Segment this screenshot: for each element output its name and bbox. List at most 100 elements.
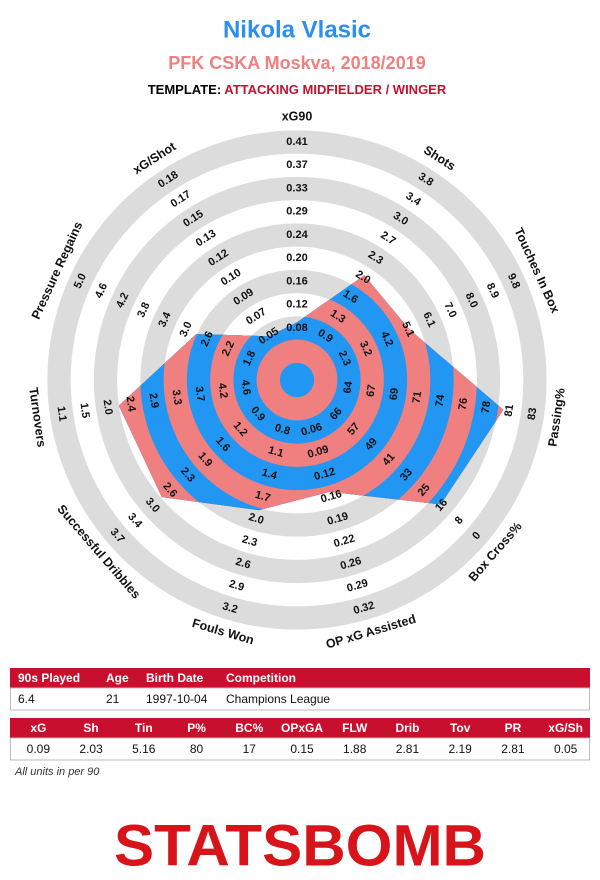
tick-label: 4.2 (216, 382, 230, 399)
tick-label: 0.37 (286, 159, 307, 171)
table-header: OPxGA (281, 721, 323, 735)
table-cell: 80 (190, 742, 204, 756)
tick-label: 0.20 (286, 252, 307, 264)
tick-label: 0.33 (286, 182, 307, 194)
tick-label: 1.1 (267, 444, 285, 460)
tick-label: 2.6 (199, 330, 216, 349)
table-header: PR (505, 721, 522, 735)
tick-label: 2.9 (227, 578, 245, 594)
table-cell: 6.4 (18, 692, 35, 706)
tick-label: 69 (388, 387, 402, 401)
tick-label: 3.0 (178, 320, 195, 339)
tick-label: 0.06 (300, 421, 324, 439)
table-cell: 2.19 (449, 742, 473, 756)
tick-label: 78 (480, 400, 494, 414)
table-row-bg (10, 687, 590, 711)
axis-label: Turnovers (26, 387, 48, 449)
tick-label: 0.29 (346, 577, 370, 595)
table-header: Sh (83, 721, 98, 735)
table-header: 90s Played (18, 671, 80, 685)
tick-label: 67 (365, 384, 379, 398)
tick-label: 1.1 (54, 405, 68, 422)
table-cell: 0.05 (554, 742, 578, 756)
table-header: Tov (450, 721, 471, 735)
tick-label: 0.24 (286, 229, 308, 241)
tick-label: 0.29 (286, 206, 307, 218)
table-header: xG/Sh (548, 721, 583, 735)
tick-label: 5.1 (399, 320, 416, 339)
tick-label: 74 (434, 393, 448, 408)
tick-label: 1.7 (254, 489, 272, 505)
table-header-bg (10, 668, 590, 688)
tick-label: 4.2 (114, 291, 131, 310)
tick-label: 2.6 (234, 556, 252, 572)
tick-label: 0.26 (339, 555, 363, 573)
table-header: P% (187, 721, 206, 735)
tick-label: 3.8 (135, 301, 152, 320)
table-cell: 0.15 (290, 742, 314, 756)
tick-label: 3.7 (193, 386, 207, 403)
tick-label: 0.41 (286, 136, 307, 148)
table-cell: 2.03 (79, 742, 103, 756)
tick-label: 0.12 (313, 466, 337, 484)
tick-label: 8.9 (484, 281, 501, 300)
tick-label: 8.0 (463, 291, 480, 310)
table-cell: 5.16 (132, 742, 156, 756)
tick-label: 76 (457, 397, 471, 411)
table-header: Age (106, 671, 129, 685)
tick-label: 4.2 (378, 330, 395, 349)
tick-label: 2.2 (220, 339, 237, 358)
table-header: Drib (395, 721, 419, 735)
template: ATTACKING MIDFIELDER / WINGER (224, 82, 447, 97)
tick-label: 2.9 (147, 392, 161, 409)
tick-label: 2.0 (247, 511, 265, 527)
tick-label: 0.19 (326, 510, 350, 528)
table-cell: 0.09 (27, 742, 51, 756)
template-line: TEMPLATE: ATTACKING MIDFIELDER / WINGER (148, 82, 447, 97)
tick-label: 2.4 (124, 396, 138, 414)
tick-label: 0.08 (286, 322, 307, 334)
table-cell: 2.81 (501, 742, 525, 756)
ring-filled (279, 362, 315, 398)
table-row-bg (10, 737, 590, 761)
tick-label: 2.0 (101, 399, 115, 416)
tick-label: 2.3 (241, 533, 259, 549)
table-header: BC% (235, 721, 263, 735)
tick-label: 0.8 (273, 422, 291, 438)
table-header: Competition (226, 671, 296, 685)
tick-label: 9.8 (505, 272, 522, 291)
template-label: TEMPLATE: (148, 82, 221, 97)
tick-label: 3.2 (221, 600, 239, 616)
axis-label: Passing% (545, 387, 567, 447)
footnote: All units in per 90 (14, 766, 100, 778)
tick-label: 1.5 (78, 402, 92, 419)
tick-label: 4.6 (93, 281, 110, 300)
table-header: xG (30, 721, 46, 735)
axis-label: xG90 (282, 109, 313, 123)
table-header-bg (10, 718, 590, 738)
tick-label: 0.16 (319, 488, 343, 506)
tick-label: 2.3 (336, 349, 353, 368)
tick-label: 1.8 (241, 349, 258, 368)
tick-label: 0.22 (332, 533, 356, 551)
table-cell: 1997-10-04 (146, 692, 208, 706)
subtitle: PFK CSKA Moskva, 2018/2019 (168, 53, 425, 73)
table-cell: Champions League (226, 692, 330, 706)
tick-label: 71 (411, 390, 425, 404)
table-header: FLW (342, 721, 368, 735)
table-header: Tin (135, 721, 153, 735)
table-header: Birth Date (146, 671, 204, 685)
table-cell: 17 (243, 742, 257, 756)
tick-label: 3.2 (357, 339, 374, 358)
table-cell: 1.88 (343, 742, 367, 756)
tick-label: 0.16 (286, 275, 307, 287)
logo: STATSBOMB (114, 813, 486, 878)
tick-label: 64 (342, 380, 356, 395)
tick-label: 81 (503, 404, 517, 418)
tick-label: 4.6 (239, 379, 253, 396)
tick-label: 0.12 (286, 299, 307, 311)
tick-label: 6.1 (420, 310, 437, 329)
table-cell: 21 (106, 692, 120, 706)
tick-label: 83 (526, 407, 540, 421)
